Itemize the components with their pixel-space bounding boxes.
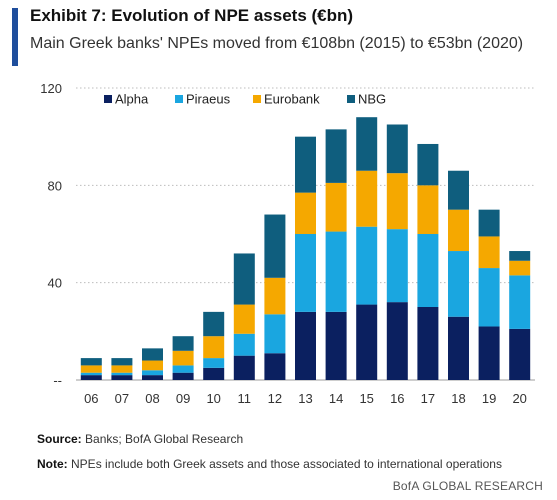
stacked-bar-chart: -- 40 80 120 06 07 08 09 10 11 12 13 14 15 16 17 18 19 20 A… [40,81,535,406]
bar-nbg-09 [172,336,194,351]
bar-eurobank-18 [448,209,469,252]
bar-nbg-18 [448,170,469,210]
legend-swatch-eurobank [253,95,261,103]
y-tick-label-80: 80 [48,178,62,193]
bar-eurobank-19 [478,236,500,269]
source-label: Source: [37,432,82,446]
bar-piraeus-16 [386,229,408,303]
source-text: Banks; BofA Global Research [85,432,244,446]
legend-swatch-alpha [104,95,112,103]
bar-piraeus-10 [203,358,225,368]
y-tick-label-120: 120 [40,81,62,96]
bar-alpha-15 [356,304,378,380]
y-tick-label-40: 40 [48,276,62,291]
bar-nbg-13 [295,136,316,193]
bar-alpha-08 [142,375,163,380]
legend-label-alpha: Alpha [115,92,149,107]
bar-nbg-17 [417,143,439,186]
bar-nbg-14 [325,129,347,183]
bar-eurobank-20 [509,260,531,276]
bar-nbg-19 [478,209,500,237]
bar-nbg-07 [111,358,133,366]
bar-nbg-12 [264,214,286,278]
bar-eurobank-14 [325,182,347,232]
x-tick-label-17: 17 [421,391,435,406]
title-accent-bar [12,8,18,66]
note-text: NPEs include both Greek assets and those… [71,457,502,471]
bar-eurobank-08 [142,360,163,371]
bar-nbg-20 [509,251,531,261]
note-label: Note: [37,457,68,471]
x-tick-label-19: 19 [482,391,496,406]
bar-alpha-16 [386,302,408,380]
bar-piraeus-09 [172,365,194,373]
bar-piraeus-07 [111,372,133,376]
bar-eurobank-10 [203,336,225,359]
x-tick-label-06: 06 [84,391,98,406]
chart-subtitle: Main Greek banks' NPEs moved from €108bn… [30,35,524,52]
bar-piraeus-17 [417,234,439,307]
bar-piraeus-14 [325,231,347,312]
x-tick-label-09: 09 [176,391,190,406]
bar-piraeus-20 [509,275,531,329]
x-tick-label-15: 15 [359,391,373,406]
bar-piraeus-13 [295,234,316,312]
bar-eurobank-07 [111,365,133,373]
bar-eurobank-06 [80,365,102,373]
y-tick-label-0: -- [53,373,62,388]
bar-piraeus-08 [142,370,163,376]
legend-label-piraeus: Piraeus [186,92,231,107]
bar-alpha-07 [111,375,133,380]
bar-eurobank-12 [264,277,286,315]
bar-nbg-08 [142,348,163,361]
x-tick-label-13: 13 [298,391,312,406]
x-tick-label-14: 14 [329,391,343,406]
source-line: Source: Banks; BofA Global Research [37,432,243,446]
x-tick-label-11: 11 [238,391,252,406]
bar-nbg-11 [233,253,255,305]
bar-eurobank-17 [417,185,439,234]
bar-alpha-14 [325,311,347,380]
legend-label-eurobank: Eurobank [264,92,320,107]
legend-label-nbg: NBG [358,92,386,107]
bar-alpha-18 [448,316,469,380]
chart-title: Exhibit 7: Evolution of NPE assets (€bn) [30,6,354,25]
bar-alpha-12 [264,353,286,380]
bar-alpha-10 [203,367,225,380]
note-line: Note: NPEs include both Greek assets and… [37,457,502,471]
x-tick-label-07: 07 [115,391,129,406]
brand-label: BofA GLOBAL RESEARCH [392,479,543,493]
bar-alpha-20 [509,328,531,380]
bar-alpha-11 [233,355,255,380]
x-tick-label-16: 16 [390,391,404,406]
bar-piraeus-18 [448,251,469,317]
bar-piraeus-19 [478,268,500,327]
x-tick-label-10: 10 [206,391,220,406]
x-tick-label-20: 20 [512,391,526,406]
legend-swatch-nbg [347,95,355,103]
x-tick-label-18: 18 [451,391,465,406]
bar-alpha-09 [172,372,194,380]
bar-piraeus-15 [356,226,378,305]
bar-eurobank-11 [233,304,255,334]
bar-piraeus-11 [233,333,255,356]
bar-eurobank-09 [172,350,194,366]
bar-eurobank-15 [356,170,378,227]
bar-alpha-19 [478,326,500,380]
bar-nbg-15 [356,117,378,171]
bar-piraeus-12 [264,314,286,354]
bar-nbg-10 [203,311,225,337]
bar-alpha-13 [295,311,316,380]
legend-swatch-piraeus [175,95,183,103]
x-tick-label-08: 08 [145,391,159,406]
bar-nbg-16 [386,124,408,174]
bar-alpha-17 [417,307,439,380]
bar-eurobank-16 [386,173,408,230]
bar-alpha-06 [80,375,102,380]
bar-nbg-06 [80,358,102,366]
bar-piraeus-06 [80,372,102,376]
x-tick-label-12: 12 [268,391,282,406]
bar-eurobank-13 [295,192,316,234]
